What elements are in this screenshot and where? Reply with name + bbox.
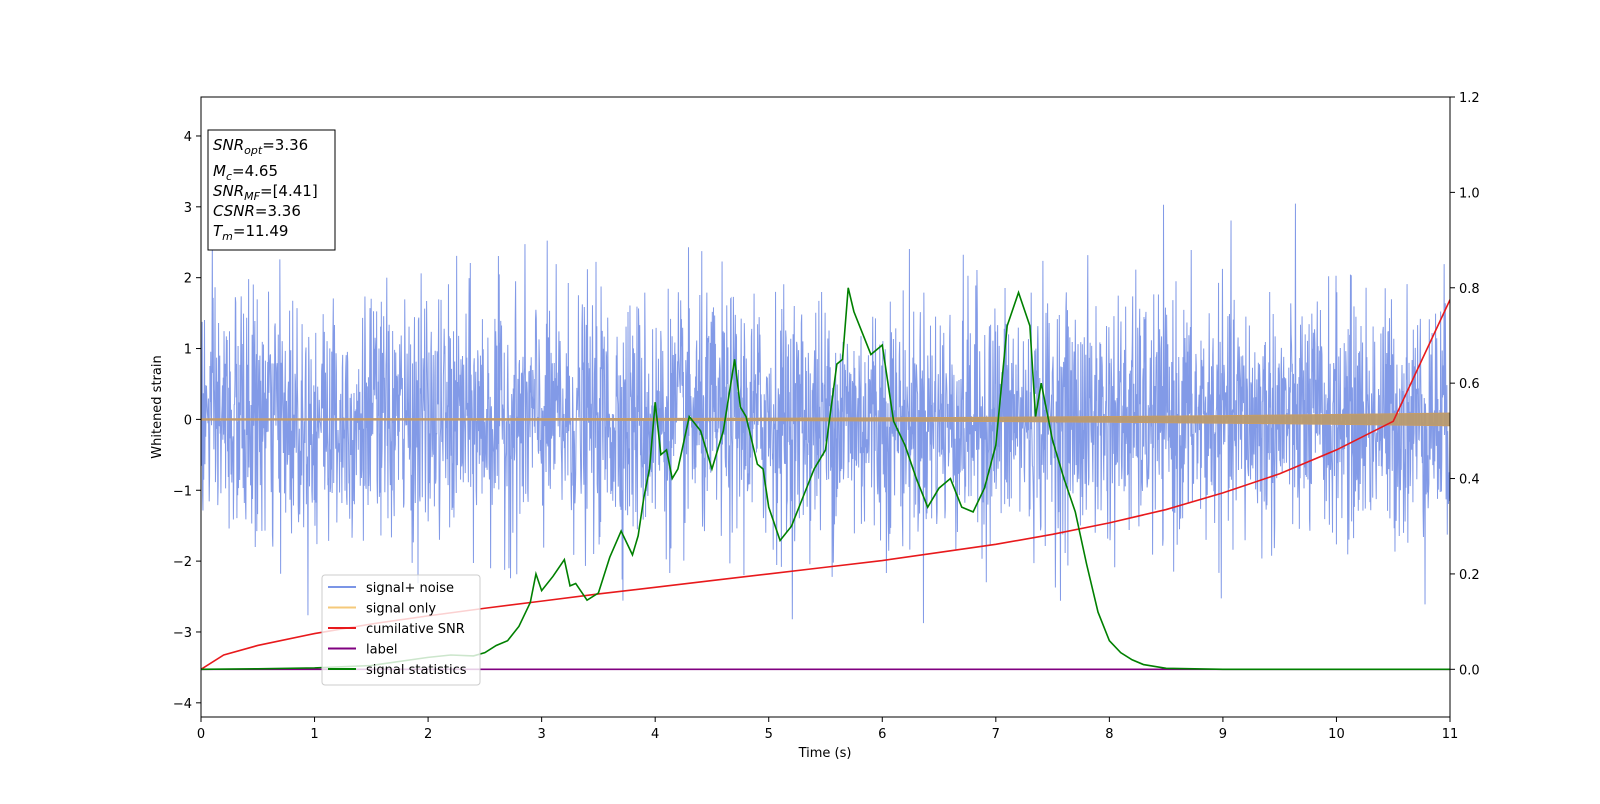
y-axis-label: Whitened strain <box>150 355 165 458</box>
info-line: SNRMF=[4.41] <box>213 182 318 203</box>
info-line: SNRopt=3.36 <box>213 136 308 157</box>
signal-only-layer <box>201 412 1450 427</box>
info-line: Tm=11.49 <box>213 222 288 243</box>
plot-frame <box>200 96 1451 718</box>
info-value: =3.36 <box>262 136 308 154</box>
info-value: =3.36 <box>255 202 301 220</box>
y2-tick-label: 0.4 <box>1459 473 1480 488</box>
info-value: =11.49 <box>233 222 289 240</box>
x-tick-label: 6 <box>878 727 886 742</box>
y-tick-label: −4 <box>173 697 192 712</box>
info-annotation-box: SNRopt=3.36Mc=4.65SNRMF=[4.41]CSNR=3.36T… <box>207 129 336 251</box>
legend-entry: signal+ noise <box>366 581 454 596</box>
x-tick-label: 9 <box>1219 727 1227 742</box>
info-subscript: c <box>226 170 232 183</box>
y-tick-label: −2 <box>173 555 192 570</box>
y-tick-label: 0 <box>184 413 192 428</box>
x-tick-label: 4 <box>651 727 659 742</box>
y-axis-right: 0.0 0.2 0.4 0.6 0.8 1.0 1.2 <box>1450 91 1480 678</box>
info-subscript: MF <box>244 190 260 203</box>
y2-tick-label: 0.0 <box>1459 663 1480 678</box>
series-signal-statistics-line <box>201 287 1450 671</box>
y2-tick-label: 0.6 <box>1459 377 1480 392</box>
info-symbol: M <box>213 162 226 180</box>
legend-entry: signal statistics <box>366 663 467 678</box>
x-tick-label: 11 <box>1442 727 1459 742</box>
x-tick-label: 10 <box>1328 727 1345 742</box>
x-tick-label: 5 <box>765 727 773 742</box>
series-signal-noise-line <box>201 203 1450 624</box>
y-tick-label: −1 <box>173 484 192 499</box>
signal-noise-layer <box>201 203 1450 624</box>
info-box-frame <box>207 129 336 251</box>
y-tick-label: 2 <box>184 272 192 287</box>
legend-entry: signal only <box>366 602 436 617</box>
x-tick-label: 8 <box>1105 727 1113 742</box>
legend-frame <box>321 574 481 686</box>
legend-entry: cumilative SNR <box>366 622 465 637</box>
y-tick-label: 1 <box>184 343 192 358</box>
y2-tick-label: 1.2 <box>1459 91 1480 106</box>
y-tick-label: 3 <box>184 201 192 216</box>
info-symbol: SNR <box>213 136 244 154</box>
legend-entry: label <box>366 643 397 658</box>
y2-tick-label: 0.8 <box>1459 282 1480 297</box>
y-axis-left: −4 −3 −2 −1 0 1 2 3 4 <box>173 130 201 712</box>
series-signal-only-band <box>201 412 1450 427</box>
x-axis-label: Time (s) <box>798 746 852 761</box>
x-tick-label: 3 <box>537 727 545 742</box>
info-line: CSNR=3.36 <box>213 202 301 220</box>
x-tick-label: 7 <box>992 727 1000 742</box>
x-axis: 0 1 2 3 4 5 6 7 8 9 10 11 <box>197 717 1458 742</box>
info-subscript: m <box>222 230 233 243</box>
y-tick-label: −3 <box>173 626 192 641</box>
x-tick-label: 1 <box>310 727 318 742</box>
y2-tick-label: 0.2 <box>1459 568 1480 583</box>
info-subscript: opt <box>244 144 263 157</box>
x-tick-label: 2 <box>424 727 432 742</box>
info-value: =4.65 <box>232 162 278 180</box>
legend: signal+ noise signal only cumilative SNR la… <box>321 574 481 686</box>
y2-tick-label: 1.0 <box>1459 186 1480 201</box>
info-value: =[4.41] <box>260 182 318 200</box>
y-tick-label: 4 <box>184 130 192 145</box>
info-symbol: SNR <box>213 182 244 200</box>
info-symbol: CSNR <box>213 202 255 220</box>
x-tick-label: 0 <box>197 727 205 742</box>
info-line: Mc=4.65 <box>213 162 278 183</box>
info-symbol: T <box>213 222 224 240</box>
